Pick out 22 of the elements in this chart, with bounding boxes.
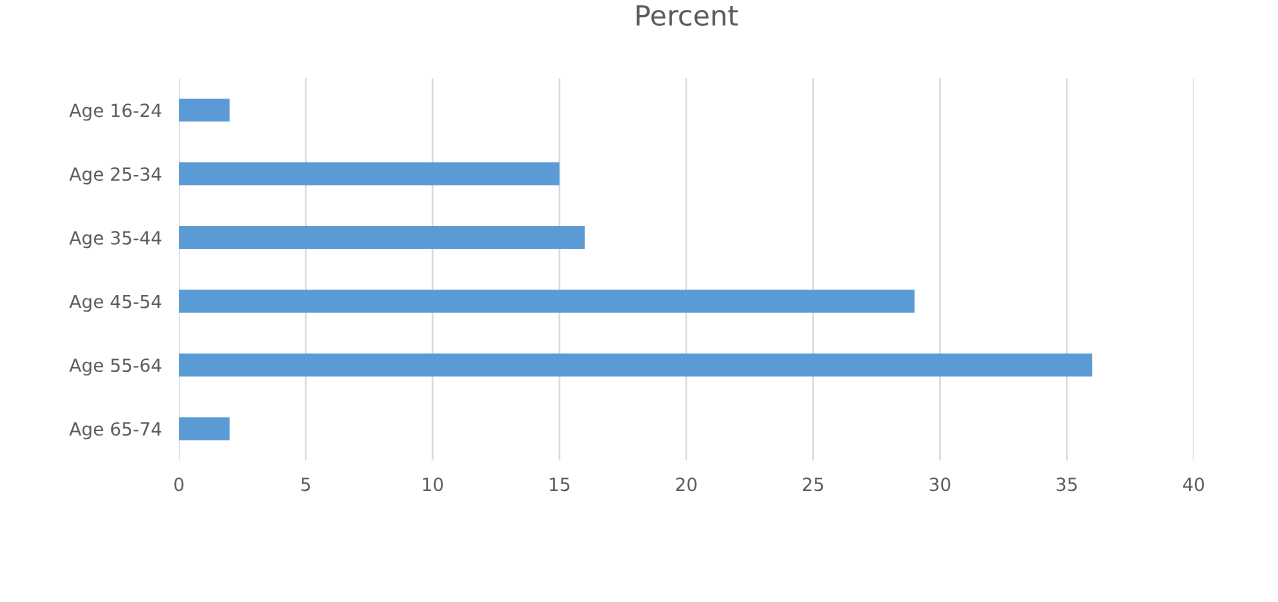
x-tick-label: 25: [802, 477, 824, 492]
x-tick-label: 0: [174, 477, 184, 492]
y-tick-label: Age 25-34: [69, 167, 162, 185]
bar: [178, 417, 230, 441]
bar: [178, 226, 585, 250]
x-tick-label: 10: [423, 477, 443, 492]
x-tick-label: 35: [1056, 477, 1077, 492]
chart-title: Percent: [636, 5, 738, 26]
x-tick-label: 20: [676, 477, 697, 492]
x-tick-label: 30: [929, 477, 951, 492]
bar: [178, 289, 915, 313]
y-tick-label: Age 55-64: [69, 358, 162, 376]
bar: [178, 353, 1093, 377]
bar: [178, 98, 230, 122]
x-tick-label: 40: [1183, 477, 1204, 492]
y-tick-label: Age 65-74: [69, 422, 162, 440]
y-tick-label: Age 45-54: [69, 294, 162, 312]
x-tick-label: 15: [549, 477, 570, 492]
y-tick-label: Age 35-44: [69, 231, 162, 249]
y-tick-label: Age 16-24: [69, 103, 162, 121]
x-tick-label: 5: [301, 477, 310, 492]
bar: [178, 162, 560, 186]
